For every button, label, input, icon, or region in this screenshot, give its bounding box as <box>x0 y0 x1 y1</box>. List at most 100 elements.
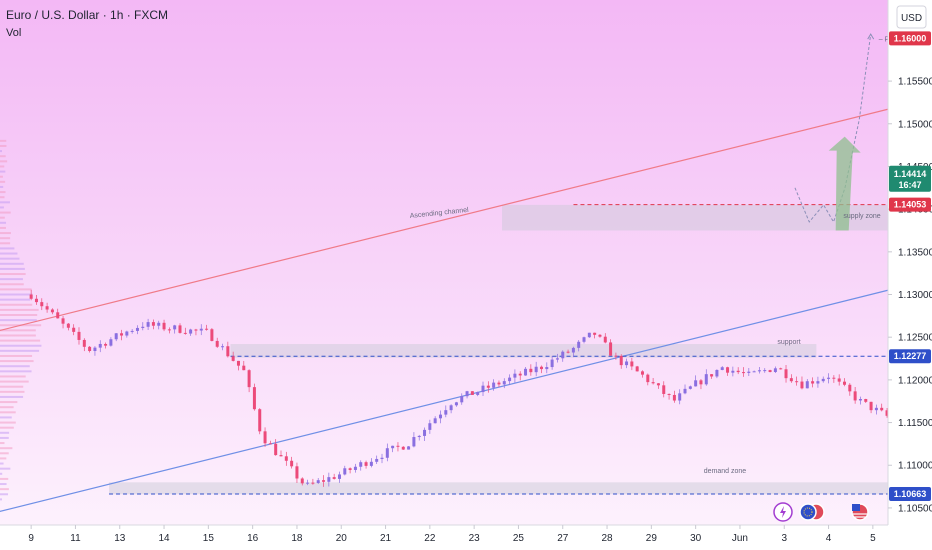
event-lightning-icon[interactable] <box>773 502 793 522</box>
y-tick-label: 1.11000 <box>898 461 932 472</box>
candle-body <box>141 326 145 328</box>
volume-bar <box>0 375 26 378</box>
volume-bar <box>0 150 2 153</box>
candle-body <box>625 361 629 366</box>
x-tick-label: 29 <box>646 533 658 544</box>
x-tick-label: 23 <box>469 533 481 544</box>
candle-body <box>417 435 421 438</box>
candle-body <box>880 407 884 411</box>
time-axis[interactable] <box>0 525 888 550</box>
candle-body <box>401 446 405 450</box>
volume-bar <box>0 385 24 388</box>
x-tick-label: 22 <box>424 533 436 544</box>
candle-body <box>242 365 246 371</box>
currency-button[interactable] <box>896 5 927 29</box>
event-markers[interactable] <box>773 502 869 522</box>
candle-body <box>757 370 761 372</box>
bullish-arrow[interactable] <box>828 136 861 231</box>
candle-body <box>327 477 331 482</box>
x-tick-label: 5 <box>870 533 876 544</box>
candle-body <box>571 347 575 353</box>
volume-bar <box>0 488 9 491</box>
volume-bar <box>0 483 7 486</box>
candle-body <box>656 383 660 386</box>
volume-bar <box>0 226 6 229</box>
candle-body <box>614 355 618 357</box>
y-tick-label: 1.12500 <box>898 333 932 344</box>
candle-body <box>45 306 49 310</box>
candle-body <box>869 401 873 411</box>
candle-body <box>768 370 772 373</box>
candle-body <box>151 322 155 326</box>
candle-body <box>88 346 92 352</box>
candle-body <box>295 466 299 479</box>
zones <box>109 204 903 495</box>
channel-upper-line[interactable] <box>0 108 888 332</box>
zone-supply-zone[interactable] <box>502 204 903 231</box>
candle-body <box>77 331 81 340</box>
candle-body <box>183 332 187 334</box>
candle-body <box>609 342 613 356</box>
volume-bar <box>0 308 39 311</box>
volume-bar <box>0 273 26 276</box>
candle-body <box>199 328 203 331</box>
candle-body <box>353 466 357 470</box>
candle-body <box>173 325 177 330</box>
candle-body <box>66 323 70 328</box>
candle-body <box>167 329 171 331</box>
candle-body <box>603 336 607 343</box>
candle-body <box>800 381 804 389</box>
volume-bar <box>0 298 31 301</box>
candle-body <box>821 378 825 382</box>
event-flag-us-icon[interactable] <box>851 503 869 521</box>
candle-body <box>50 309 54 313</box>
candle-body <box>247 370 251 388</box>
candle-body <box>699 380 703 385</box>
candle-body <box>555 358 559 360</box>
chart-title[interactable]: Euro / U.S. Dollar · 1h · FXCM <box>6 8 168 22</box>
volume-bar <box>0 339 41 342</box>
price-tag-label: 1.14053 <box>894 200 927 210</box>
candle-body <box>258 409 262 432</box>
x-tick-label: 25 <box>513 533 525 544</box>
volume-bar <box>0 278 23 281</box>
projection-line[interactable] <box>794 34 872 224</box>
candle-body <box>827 377 831 379</box>
horizontal-levels[interactable] <box>109 204 888 495</box>
volume-bar <box>0 283 24 286</box>
candle-body <box>82 339 86 347</box>
volume-bar <box>0 144 7 147</box>
volume-bar <box>0 493 9 496</box>
event-flag-eu-us-icon[interactable] <box>799 503 825 521</box>
volume-bar <box>0 170 6 173</box>
zone-demand-zone[interactable] <box>109 482 903 495</box>
candle-body <box>874 407 878 411</box>
candle-body <box>263 431 267 444</box>
candle-body <box>162 322 166 330</box>
candle-body <box>369 461 373 466</box>
volume-bar <box>0 216 5 219</box>
zone-support[interactable] <box>230 344 817 358</box>
candle-body <box>135 327 139 331</box>
candle-body <box>231 356 235 361</box>
volume-bar <box>0 354 33 357</box>
candle-body <box>640 371 644 375</box>
indicator-label[interactable]: Vol <box>6 27 21 39</box>
candle-body <box>502 381 506 385</box>
candle-body <box>731 370 735 373</box>
x-tick-label: 20 <box>336 533 348 544</box>
candle-body <box>741 372 745 374</box>
ascending-channel[interactable]: Ascending channel <box>0 108 888 513</box>
x-tick-label: 3 <box>781 533 787 544</box>
volume-bar <box>0 175 3 178</box>
volume-bar <box>0 314 38 316</box>
x-tick-label: 21 <box>380 533 392 544</box>
candle-body <box>694 380 698 387</box>
candle-body <box>842 381 846 385</box>
candle-body <box>194 329 198 331</box>
price-axis[interactable] <box>888 0 932 550</box>
volume-bar <box>0 329 36 332</box>
channel-lower-line[interactable] <box>0 289 888 513</box>
candle-body <box>736 370 740 373</box>
